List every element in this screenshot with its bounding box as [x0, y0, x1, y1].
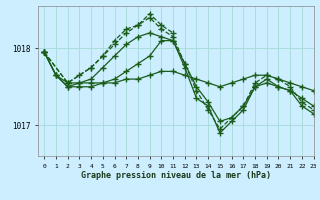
X-axis label: Graphe pression niveau de la mer (hPa): Graphe pression niveau de la mer (hPa)	[81, 171, 271, 180]
